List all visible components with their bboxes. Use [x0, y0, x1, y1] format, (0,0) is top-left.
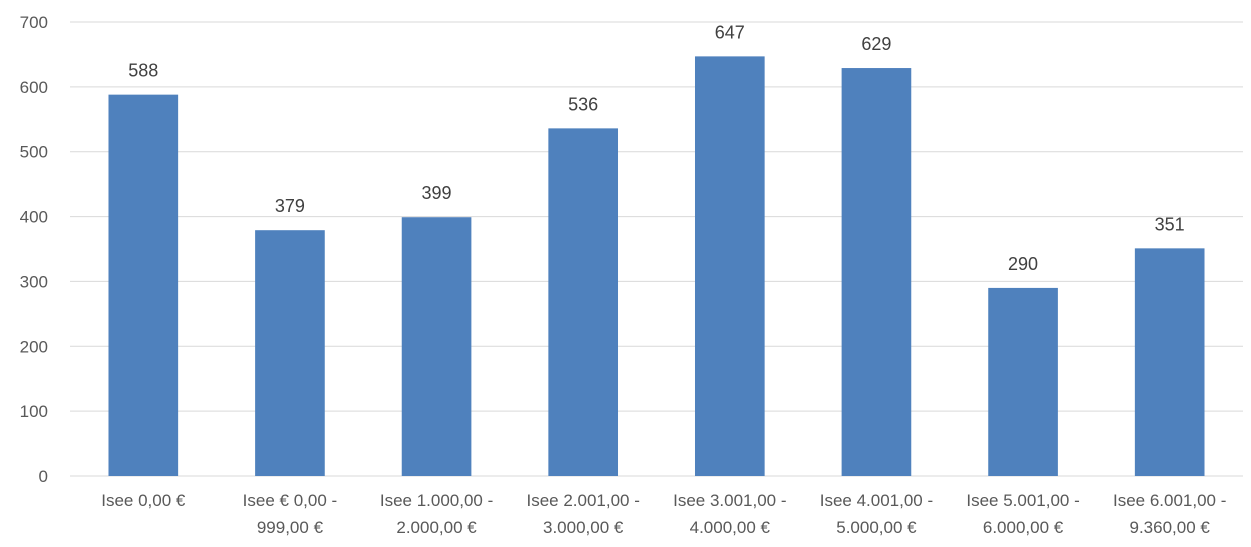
data-label: 399 [422, 183, 452, 203]
x-tick-label: Isee 3.001,00 -4.000,00 € [673, 491, 786, 537]
bar [108, 94, 179, 476]
data-label: 351 [1155, 214, 1185, 234]
bar [988, 287, 1058, 476]
data-label: 536 [568, 94, 598, 114]
data-label: 379 [275, 196, 305, 216]
x-tick-label: Isee 2.001,00 -3.000,00 € [526, 491, 639, 537]
y-tick-label: 100 [20, 402, 48, 421]
bar [255, 230, 325, 476]
x-tick-label: Isee 5.001,00 -6.000,00 € [966, 491, 1079, 537]
bar [841, 68, 912, 476]
y-axis-ticks: 0 100 200 300 400 500 600 700 [20, 13, 48, 486]
data-label: 290 [1008, 254, 1038, 274]
x-tick-label: Isee 4.001,00 -5.000,00 € [820, 491, 933, 537]
x-tick-label: Isee 6.001,00 -9.360,00 € [1113, 491, 1226, 537]
x-axis-categories: Isee 0,00 € Isee € 0,00 -999,00 € Isee 1.0… [101, 491, 1226, 537]
grid-lines [70, 21, 1243, 477]
bar [694, 56, 765, 476]
x-tick-label: Isee 1.000,00 -2.000,00 € [380, 491, 493, 537]
y-tick-label: 300 [20, 272, 48, 291]
data-label: 647 [715, 22, 745, 42]
y-tick-label: 200 [20, 337, 48, 356]
data-label: 588 [128, 61, 158, 81]
y-tick-label: 500 [20, 143, 48, 162]
bars [108, 56, 1205, 476]
data-label: 629 [861, 34, 891, 54]
value-labels: 588 379 399 536 647 629 290 351 [128, 22, 1184, 274]
y-tick-label: 700 [20, 13, 48, 32]
bar [1134, 248, 1205, 476]
x-tick-label: Isee € 0,00 -999,00 € [243, 491, 338, 537]
x-tick-label: Isee 0,00 € [101, 491, 186, 510]
y-tick-label: 0 [39, 467, 48, 486]
y-tick-label: 400 [20, 208, 48, 227]
bar [548, 128, 619, 476]
y-tick-label: 600 [20, 78, 48, 97]
bar [401, 217, 472, 476]
